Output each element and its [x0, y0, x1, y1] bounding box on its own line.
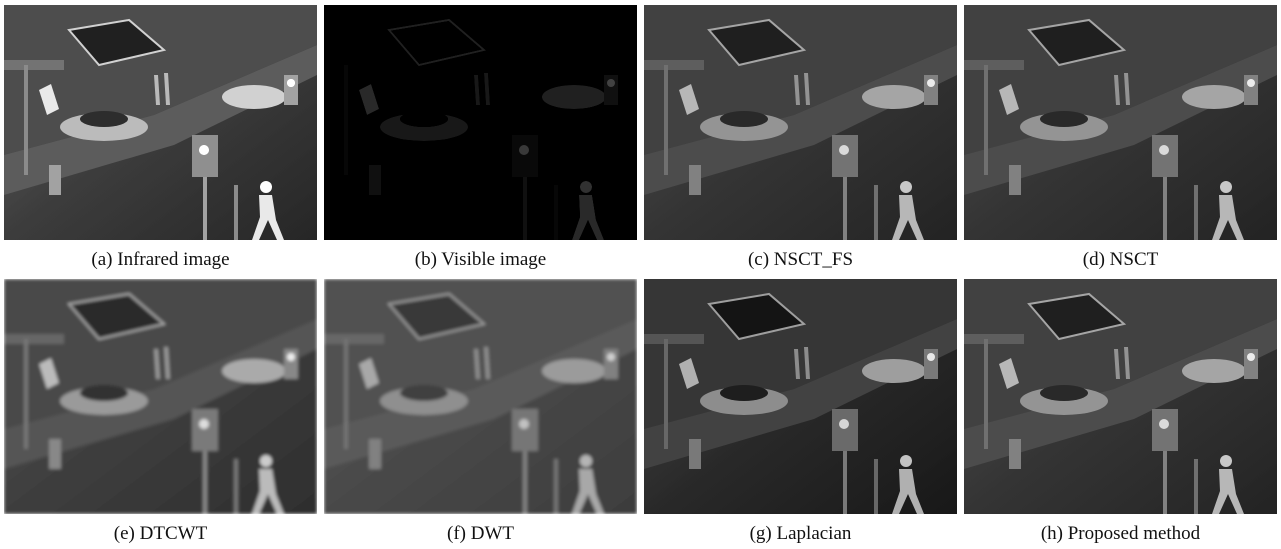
image [324, 5, 637, 240]
panel: (f) DWT [324, 279, 637, 545]
image [324, 279, 637, 514]
image [644, 279, 957, 514]
caption: (c) NSCT_FS [644, 249, 957, 271]
caption: (b) Visible image [324, 249, 637, 271]
caption: (d) NSCT [964, 249, 1277, 271]
caption: (a) Infrared image [4, 249, 317, 271]
panel: (a) Infrared image [4, 5, 317, 271]
caption: (g) Laplacian [644, 523, 957, 545]
caption: (e) DTCWT [4, 523, 317, 545]
image [4, 5, 317, 240]
caption: (f) DWT [324, 523, 637, 545]
image [964, 5, 1277, 240]
panel: (b) Visible image [324, 5, 637, 271]
panel: (c) NSCT_FS [644, 5, 957, 271]
panel: (d) NSCT [964, 5, 1277, 271]
panel: (e) DTCWT [4, 279, 317, 545]
caption: (h) Proposed method [964, 523, 1277, 545]
image [4, 279, 317, 514]
panel: (g) Laplacian [644, 279, 957, 545]
image [964, 279, 1277, 514]
image [644, 5, 957, 240]
figure: (a) Infrared image (b) Visible image (c) N… [0, 0, 1281, 549]
panel: (h) Proposed method [964, 279, 1277, 545]
